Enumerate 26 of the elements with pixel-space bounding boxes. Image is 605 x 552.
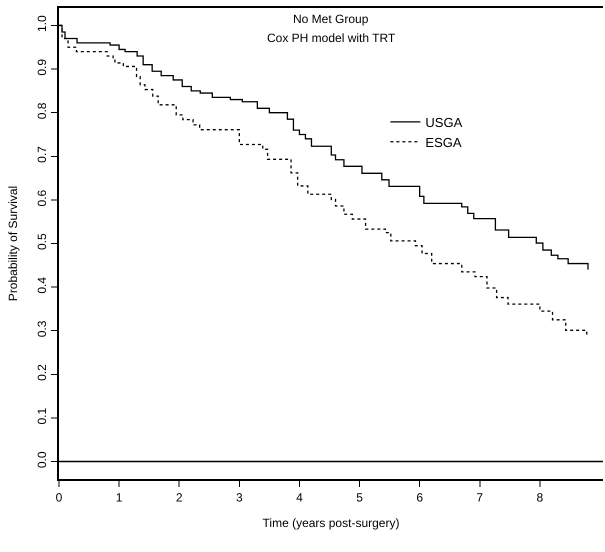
chart-title: No Met Group xyxy=(293,12,369,26)
y-tick-label: 0.0 xyxy=(35,451,50,468)
x-tick-label: 0 xyxy=(56,490,63,504)
x-tick-label: 6 xyxy=(416,490,424,504)
y-tick-label: 0.2 xyxy=(35,364,50,381)
y-tick-label: 0.4 xyxy=(35,276,50,294)
y-tick-label: 0.1 xyxy=(35,407,50,424)
legend-label: ESGA xyxy=(425,134,462,150)
x-tick-label: 2 xyxy=(176,490,183,504)
y-tick-label: 0.7 xyxy=(35,146,50,163)
y-tick-label: 0.5 xyxy=(35,233,50,250)
text: Cox PH model with TRT xyxy=(267,31,396,45)
x-axis-title: Time (years post-surgery) xyxy=(262,516,400,530)
x-tick-label: 5 xyxy=(356,490,364,504)
y-tick-label: 0.6 xyxy=(35,189,50,206)
x-tick-label: 8 xyxy=(536,490,544,504)
y-tick-label: 0.9 xyxy=(35,58,50,76)
y-tick-label: 0.3 xyxy=(35,320,50,338)
x-tick-label: 1 xyxy=(116,490,123,504)
y-axis-title: Probability of Survival xyxy=(6,186,20,302)
x-tick-label: 3 xyxy=(236,490,243,504)
y-tick-label: 1.0 xyxy=(35,14,50,32)
x-tick-label: 7 xyxy=(476,490,484,504)
x-tick-label: 4 xyxy=(296,490,304,504)
legend-label: USGA xyxy=(425,114,463,130)
y-tick-label: 0.8 xyxy=(35,102,50,120)
